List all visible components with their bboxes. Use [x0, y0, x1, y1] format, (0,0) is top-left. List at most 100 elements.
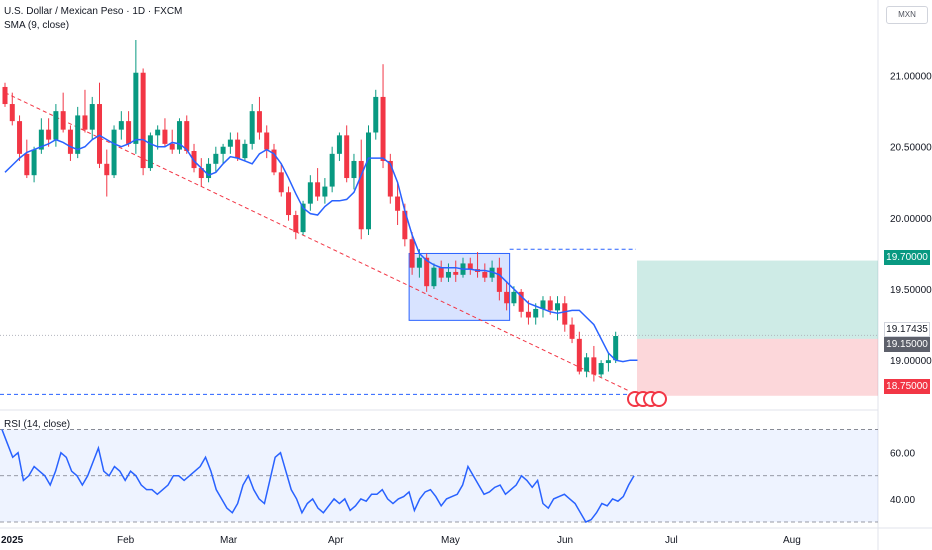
- candle-body: [118, 121, 124, 130]
- candle-body: [53, 111, 59, 140]
- candle-body: [271, 149, 277, 173]
- candle-body: [133, 72, 139, 144]
- candle-body: [293, 215, 299, 233]
- candle-body: [416, 257, 422, 268]
- candle-body: [249, 111, 255, 144]
- candle-body: [605, 360, 611, 364]
- price-tick-label: 20.50000: [890, 143, 932, 154]
- candle-body: [547, 300, 553, 311]
- candle-body: [438, 267, 444, 278]
- candle-body: [562, 303, 568, 325]
- time-tick-label: Feb: [117, 535, 135, 546]
- candle-body: [300, 203, 306, 233]
- candle-body: [82, 115, 88, 130]
- entry-price-tag: 19.15000: [884, 337, 930, 352]
- candle-body: [176, 121, 182, 150]
- price-tick-label: 21.00000: [890, 72, 932, 83]
- time-tick-label: Jun: [557, 535, 573, 546]
- currency-badge[interactable]: MXN: [886, 6, 928, 24]
- candle-body: [395, 196, 401, 211]
- candle-body: [198, 168, 204, 179]
- time-tick-label: May: [441, 535, 460, 546]
- rsi-tick-label: 40.00: [890, 495, 915, 506]
- candle-body: [366, 132, 371, 230]
- time-tick-label: Mar: [220, 535, 238, 546]
- candle-body: [453, 271, 459, 275]
- candle-body: [351, 160, 357, 179]
- candle-body: [184, 121, 190, 151]
- candle-body: [24, 153, 30, 176]
- price-tick-label: 20.00000: [890, 214, 932, 225]
- candle-body: [315, 182, 321, 197]
- candle-body: [220, 146, 226, 154]
- candle-body: [598, 363, 604, 375]
- candle-body: [540, 300, 546, 309]
- candle-body: [336, 135, 342, 154]
- candle-body: [431, 267, 437, 287]
- candle-body: [613, 336, 619, 361]
- candle-body: [17, 121, 23, 154]
- event-flags-icon[interactable]: [627, 391, 667, 407]
- candle-body: [576, 338, 582, 372]
- candle-body: [533, 308, 539, 318]
- candle-body: [445, 271, 451, 278]
- candle-body: [467, 263, 473, 270]
- candle-body: [140, 72, 146, 169]
- candle-body: [286, 192, 292, 216]
- candle-body: [424, 257, 430, 287]
- candle-body: [31, 149, 37, 176]
- chart-title: U.S. Dollar / Mexican Peso · 1D · FXCM: [4, 6, 183, 17]
- candle-body: [482, 271, 488, 278]
- candle-body: [569, 324, 575, 339]
- candle-body: [555, 303, 561, 311]
- candle-body: [511, 291, 517, 304]
- time-tick-label: Apr: [328, 535, 344, 546]
- rsi-legend[interactable]: RSI (14, close): [4, 419, 71, 430]
- candle-body: [111, 129, 117, 176]
- price-tick-label: 19.50000: [890, 285, 932, 296]
- downtrend-line: [4, 92, 631, 392]
- candle-body: [191, 151, 197, 169]
- candle-body: [9, 104, 15, 122]
- candle-body: [169, 143, 175, 150]
- candle-body: [264, 132, 270, 150]
- candle-body: [373, 96, 379, 133]
- candle-body: [89, 104, 95, 130]
- last-price-tag: 19.17435: [884, 322, 930, 337]
- candle-body: [38, 129, 44, 150]
- rsi-band: [0, 429, 878, 522]
- candle-body: [358, 160, 364, 230]
- time-tick-label: Aug: [783, 535, 801, 546]
- candle-body: [518, 291, 524, 312]
- candle-body: [235, 139, 241, 159]
- candle-body: [525, 311, 531, 318]
- candle-body: [344, 135, 350, 179]
- rsi-tick-label: 60.00: [890, 449, 915, 460]
- target-zone: [637, 260, 878, 339]
- candle-body: [242, 143, 248, 159]
- candle-body: [46, 129, 52, 140]
- target-price-tag: 19.70000: [884, 250, 930, 265]
- candle-body: [278, 172, 284, 193]
- candle-body: [322, 186, 328, 197]
- candle-body: [256, 111, 262, 133]
- candle-body: [126, 121, 132, 144]
- candle-body: [504, 291, 510, 304]
- candle-body: [387, 160, 393, 197]
- stop-zone: [637, 338, 878, 396]
- time-tick-label: 2025: [1, 535, 24, 546]
- candle-body: [162, 129, 168, 144]
- candle-body: [409, 239, 415, 268]
- candle-body: [155, 129, 161, 136]
- sma-line: [4, 134, 638, 363]
- candle-body: [213, 153, 219, 164]
- candle-body: [584, 357, 590, 372]
- stop-price-tag: 18.75000: [884, 379, 930, 394]
- sma-legend[interactable]: SMA (9, close): [4, 20, 70, 31]
- candle-body: [496, 267, 502, 292]
- candle-body: [60, 111, 66, 130]
- candle-body: [227, 139, 233, 147]
- candle-body: [104, 163, 110, 176]
- rsi-line: [1, 429, 635, 523]
